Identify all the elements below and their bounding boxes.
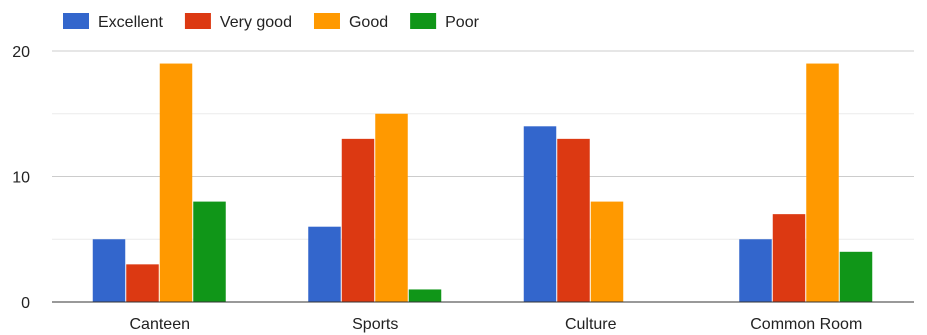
bar-sports-poor — [408, 289, 442, 302]
bar-common-room-excellent — [739, 239, 772, 302]
x-tick-label: Sports — [352, 316, 398, 333]
bar-common-room-poor — [839, 251, 873, 302]
bar-sports-very-good — [341, 138, 375, 302]
legend-swatch — [313, 13, 340, 29]
legend-label: Excellent — [98, 14, 163, 31]
y-tick-label: 0 — [21, 295, 30, 312]
bar-sports-excellent — [308, 226, 341, 302]
bar-culture-very-good — [557, 138, 590, 302]
bar-canteen-good — [159, 63, 193, 302]
legend-item-poor: Poor — [410, 13, 480, 31]
legend: Excellent Very good Good Poor — [63, 13, 480, 31]
legend-label: Poor — [445, 14, 479, 31]
legend-item-excellent: Excellent — [63, 13, 163, 31]
x-tick-label: Common Room — [750, 316, 862, 333]
legend-item-good: Good — [313, 13, 388, 31]
legend-swatch — [63, 13, 89, 29]
legend-swatch — [410, 13, 437, 29]
legend-label: Very good — [220, 14, 292, 31]
x-tick-label: Canteen — [130, 316, 191, 333]
y-tick-label: 20 — [12, 44, 30, 61]
bar-canteen-very-good — [126, 264, 159, 302]
legend-swatch — [184, 13, 211, 29]
bar-culture-excellent — [523, 126, 557, 302]
y-tick-label: 10 — [12, 170, 30, 187]
bars — [92, 63, 873, 302]
x-axis-tick-labels: Canteen Sports Culture Common Room — [130, 316, 863, 333]
bar-canteen-poor — [193, 201, 226, 302]
bar-culture-good — [590, 201, 624, 302]
bar-common-room-very-good — [772, 214, 806, 302]
y-axis-tick-labels: 0 10 20 — [12, 44, 30, 312]
legend-label: Good — [349, 14, 388, 31]
legend-item-very-good: Very good — [184, 13, 292, 31]
bar-canteen-excellent — [92, 239, 126, 302]
x-tick-label: Culture — [565, 316, 617, 333]
bar-common-room-good — [806, 63, 839, 302]
bar-sports-good — [375, 113, 408, 302]
